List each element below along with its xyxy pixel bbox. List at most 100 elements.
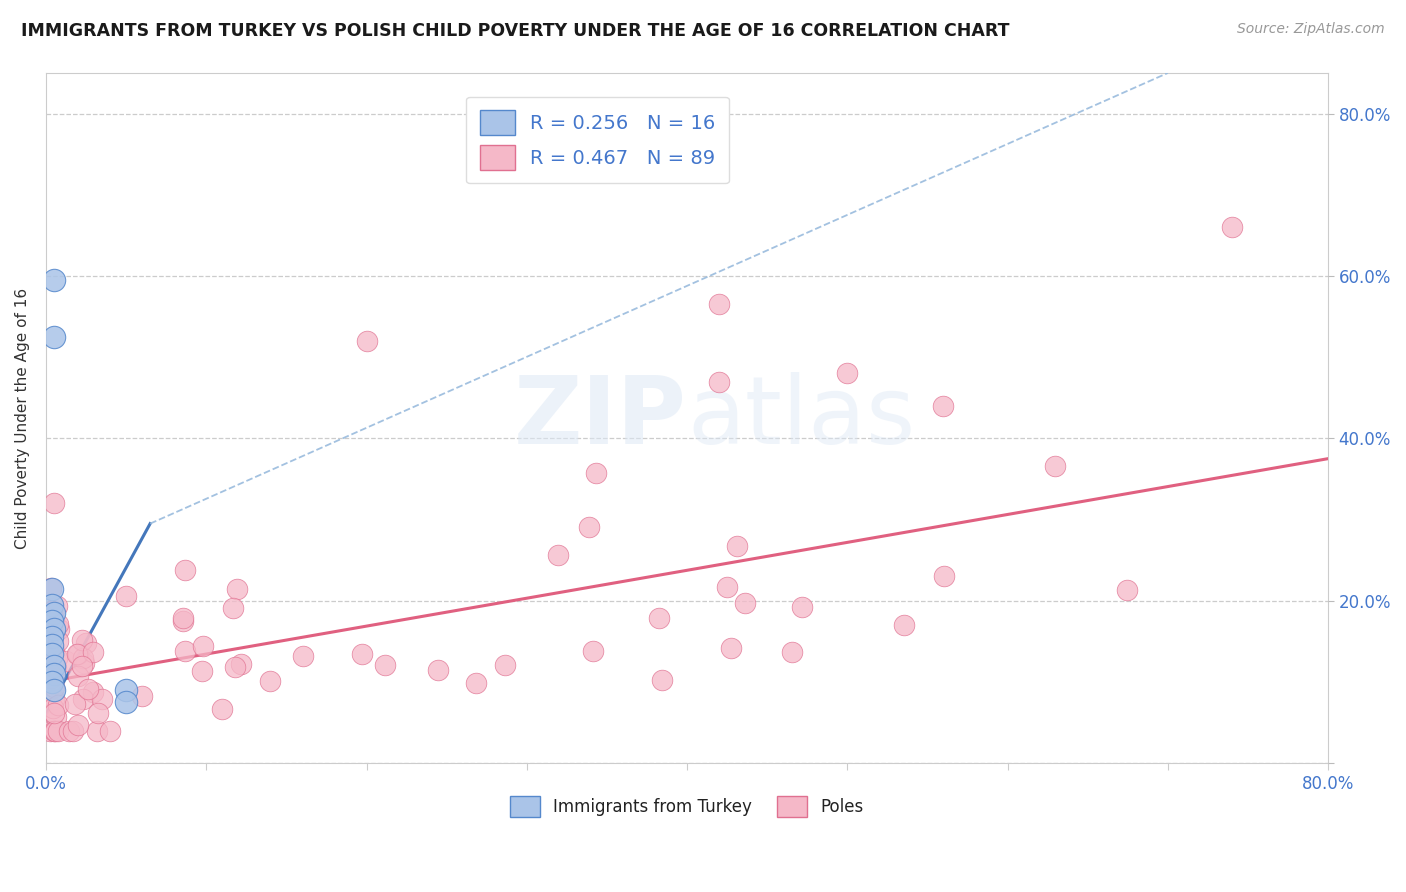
Point bbox=[173, 563, 195, 577]
Legend: Immigrants from Turkey, Poles: Immigrants from Turkey, Poles bbox=[503, 789, 870, 824]
Text: atlas: atlas bbox=[688, 372, 915, 464]
Point bbox=[86, 723, 108, 738]
Y-axis label: Child Poverty Under the Age of 16: Child Poverty Under the Age of 16 bbox=[15, 287, 30, 549]
Point bbox=[356, 334, 378, 348]
Point bbox=[42, 657, 65, 671]
Text: ZIP: ZIP bbox=[515, 372, 688, 464]
Point bbox=[225, 582, 247, 597]
Point bbox=[131, 689, 153, 703]
Point bbox=[547, 549, 569, 563]
Point bbox=[578, 520, 600, 534]
Point bbox=[465, 676, 488, 690]
Point bbox=[229, 657, 252, 671]
Point bbox=[82, 645, 104, 659]
Point bbox=[42, 700, 65, 714]
Point bbox=[259, 673, 281, 688]
Point bbox=[75, 635, 97, 649]
Point bbox=[707, 375, 730, 389]
Point bbox=[172, 614, 194, 628]
Point bbox=[211, 702, 233, 716]
Point bbox=[73, 657, 96, 671]
Point bbox=[41, 630, 63, 644]
Point bbox=[42, 606, 65, 620]
Point bbox=[350, 647, 373, 661]
Point bbox=[222, 600, 245, 615]
Point bbox=[44, 723, 66, 738]
Point bbox=[42, 692, 65, 706]
Point bbox=[55, 654, 77, 668]
Point bbox=[41, 671, 63, 685]
Point bbox=[224, 660, 246, 674]
Point bbox=[1220, 220, 1243, 235]
Point bbox=[41, 604, 63, 618]
Point bbox=[426, 663, 449, 677]
Point bbox=[41, 639, 63, 653]
Point bbox=[44, 644, 66, 658]
Point bbox=[46, 698, 69, 712]
Point bbox=[42, 666, 65, 681]
Point bbox=[42, 683, 65, 698]
Point bbox=[790, 600, 813, 615]
Point bbox=[720, 641, 742, 656]
Point bbox=[42, 330, 65, 344]
Point bbox=[41, 675, 63, 690]
Point bbox=[38, 643, 60, 657]
Point bbox=[115, 695, 138, 709]
Point bbox=[46, 617, 69, 632]
Point bbox=[292, 648, 315, 663]
Point bbox=[66, 718, 89, 732]
Point bbox=[651, 673, 673, 688]
Point bbox=[932, 569, 955, 583]
Point bbox=[45, 709, 67, 723]
Point bbox=[115, 589, 138, 603]
Point bbox=[48, 623, 70, 637]
Point bbox=[72, 651, 94, 665]
Point bbox=[115, 683, 138, 698]
Point bbox=[1045, 458, 1067, 473]
Point bbox=[45, 661, 67, 675]
Text: Source: ZipAtlas.com: Source: ZipAtlas.com bbox=[1237, 22, 1385, 37]
Point bbox=[585, 466, 607, 480]
Point bbox=[716, 580, 738, 594]
Point bbox=[46, 723, 69, 738]
Point bbox=[45, 599, 67, 613]
Point bbox=[932, 399, 955, 413]
Point bbox=[38, 723, 60, 738]
Point bbox=[648, 611, 671, 625]
Point bbox=[82, 685, 104, 699]
Point bbox=[782, 644, 804, 658]
Point bbox=[58, 723, 80, 738]
Point bbox=[41, 582, 63, 596]
Point bbox=[66, 669, 89, 683]
Point bbox=[63, 697, 86, 711]
Point bbox=[70, 633, 93, 648]
Point bbox=[38, 647, 60, 661]
Point bbox=[42, 273, 65, 287]
Point bbox=[734, 596, 756, 610]
Point bbox=[374, 657, 396, 672]
Point bbox=[98, 723, 121, 738]
Point bbox=[837, 367, 859, 381]
Point bbox=[39, 581, 62, 595]
Point bbox=[41, 598, 63, 612]
Point bbox=[46, 634, 69, 648]
Point bbox=[41, 647, 63, 661]
Point bbox=[45, 651, 67, 665]
Point bbox=[77, 681, 100, 696]
Point bbox=[72, 659, 94, 673]
Point bbox=[38, 665, 60, 679]
Point bbox=[494, 657, 516, 672]
Point bbox=[42, 723, 65, 738]
Point bbox=[893, 618, 915, 632]
Point bbox=[42, 496, 65, 510]
Point bbox=[42, 680, 65, 694]
Point bbox=[191, 639, 214, 653]
Point bbox=[72, 692, 94, 706]
Point bbox=[191, 664, 214, 678]
Point bbox=[66, 647, 89, 661]
Point bbox=[41, 620, 63, 634]
Point bbox=[62, 723, 84, 738]
Point bbox=[707, 297, 730, 311]
Point bbox=[42, 658, 65, 673]
Point bbox=[87, 706, 110, 720]
